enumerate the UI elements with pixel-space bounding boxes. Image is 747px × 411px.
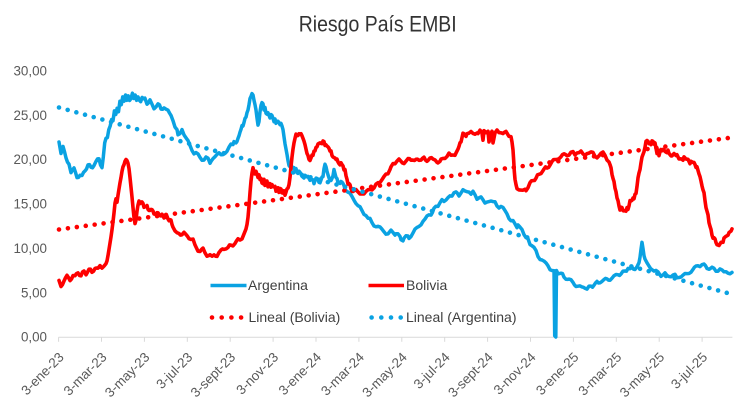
- svg-text:20,00: 20,00: [13, 152, 47, 167]
- svg-text:Bolivia: Bolivia: [406, 277, 447, 293]
- svg-text:Argentina: Argentina: [248, 277, 308, 293]
- svg-text:Lineal (Bolivia): Lineal (Bolivia): [249, 309, 341, 325]
- svg-text:25,00: 25,00: [13, 108, 47, 123]
- svg-text:15,00: 15,00: [13, 197, 47, 212]
- svg-text:Lineal (Argentina): Lineal (Argentina): [406, 309, 517, 325]
- svg-text:Riesgo País EMBI: Riesgo País EMBI: [299, 12, 457, 37]
- svg-text:5,00: 5,00: [21, 285, 47, 300]
- svg-text:10,00: 10,00: [13, 241, 47, 256]
- svg-text:0,00: 0,00: [21, 330, 47, 345]
- svg-text:30,00: 30,00: [13, 64, 47, 79]
